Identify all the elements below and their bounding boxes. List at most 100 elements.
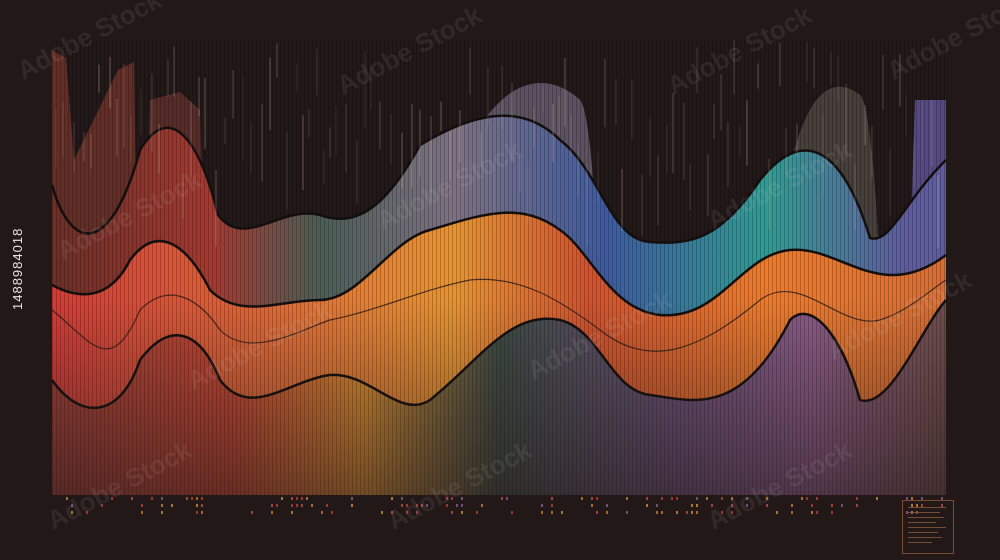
baseline-dash [506,497,508,500]
baseline-dash [281,497,283,500]
baseline-dash [201,511,203,514]
baseline-dash [141,504,143,507]
baseline-dash [196,504,198,507]
baseline-dash [661,497,663,500]
baseline-dash [456,504,458,507]
thin-vertical-spikes [55,40,939,249]
legend-box [902,500,954,554]
baseline-dash [596,497,598,500]
baseline-dash [911,504,913,507]
baseline-dash [911,497,913,500]
baseline-dash [856,497,858,500]
baseline-dash [676,497,678,500]
baseline-dash [406,504,408,507]
baseline-dash [71,504,73,507]
baseline-dash [841,504,843,507]
baseline-dash [306,497,308,500]
baseline-dash [271,511,273,514]
baseline-dash [446,504,448,507]
baseline-dash [656,504,658,507]
baseline-dash [551,511,553,514]
baseline-dash [71,511,73,514]
baseline-dash [801,497,803,500]
baseline-dash [721,511,723,514]
baseline-dash [551,497,553,500]
baseline-dash [331,511,333,514]
baseline-dash [541,504,543,507]
baseline-dash [426,504,428,507]
baseline-dash [696,504,698,507]
baseline-dash [731,511,733,514]
baseline-dash [776,511,778,514]
baseline-dash [541,511,543,514]
baseline-dash [746,504,748,507]
baseline-dash [676,511,678,514]
baseline-dash [606,511,608,514]
baseline-dash [321,511,323,514]
baseline-dash [766,504,768,507]
baseline-dash [251,511,253,514]
baseline-dash [691,504,693,507]
baseline-dash [551,504,553,507]
baseline-dash [876,497,878,500]
baseline-dash [721,497,723,500]
baseline-dash [186,497,188,500]
baseline-dash [906,511,908,514]
baseline-dash [811,511,813,514]
baseline-dash [806,497,808,500]
baseline-dash [706,497,708,500]
baseline-dash [811,504,813,507]
baseline-dash [501,497,503,500]
baseline-dash [291,497,293,500]
baseline-dash [921,497,923,500]
baseline-dash [201,497,203,500]
baseline-dash [351,497,353,500]
baseline-dash [201,504,203,507]
baseline-dash [326,504,328,507]
baseline-dash [291,511,293,514]
baseline-dash [656,511,658,514]
baseline-dash [171,504,173,507]
baseline-dash [906,497,908,500]
baseline-dash [391,511,393,514]
baseline-dash [816,497,818,500]
baseline-dash [711,504,713,507]
baseline-dashes [66,497,943,514]
baseline-dash [696,511,698,514]
baseline-dash [451,497,453,500]
baseline-dash [271,504,273,507]
baseline-dash [446,497,448,500]
baseline-dash [591,497,593,500]
baseline-dash [481,504,483,507]
baseline-dash [816,511,818,514]
baseline-dash [291,504,293,507]
baseline-dash [921,504,923,507]
baseline-dash [856,504,858,507]
baseline-dash [731,504,733,507]
baseline-dash [196,511,198,514]
baseline-dash [86,511,88,514]
baseline-dash [311,504,313,507]
baseline-dash [606,504,608,507]
baseline-dash [301,497,303,500]
baseline-dash [401,504,403,507]
stock-id-label: 1488984018 [10,227,25,310]
baseline-dash [731,497,733,500]
baseline-dash [401,497,403,500]
baseline-dash [141,511,143,514]
baseline-dash [416,511,418,514]
baseline-dash [461,511,463,514]
baseline-dash [766,497,768,500]
baseline-dash [416,504,418,507]
baseline-dash [791,511,793,514]
baseline-dash [476,511,478,514]
baseline-dash [276,504,278,507]
baseline-dash [916,504,918,507]
baseline-dash [451,511,453,514]
baseline-dash [691,511,693,514]
baseline-dash [661,511,663,514]
baseline-dash [591,504,593,507]
baseline-dash [161,497,163,500]
baseline-dash [296,497,298,500]
